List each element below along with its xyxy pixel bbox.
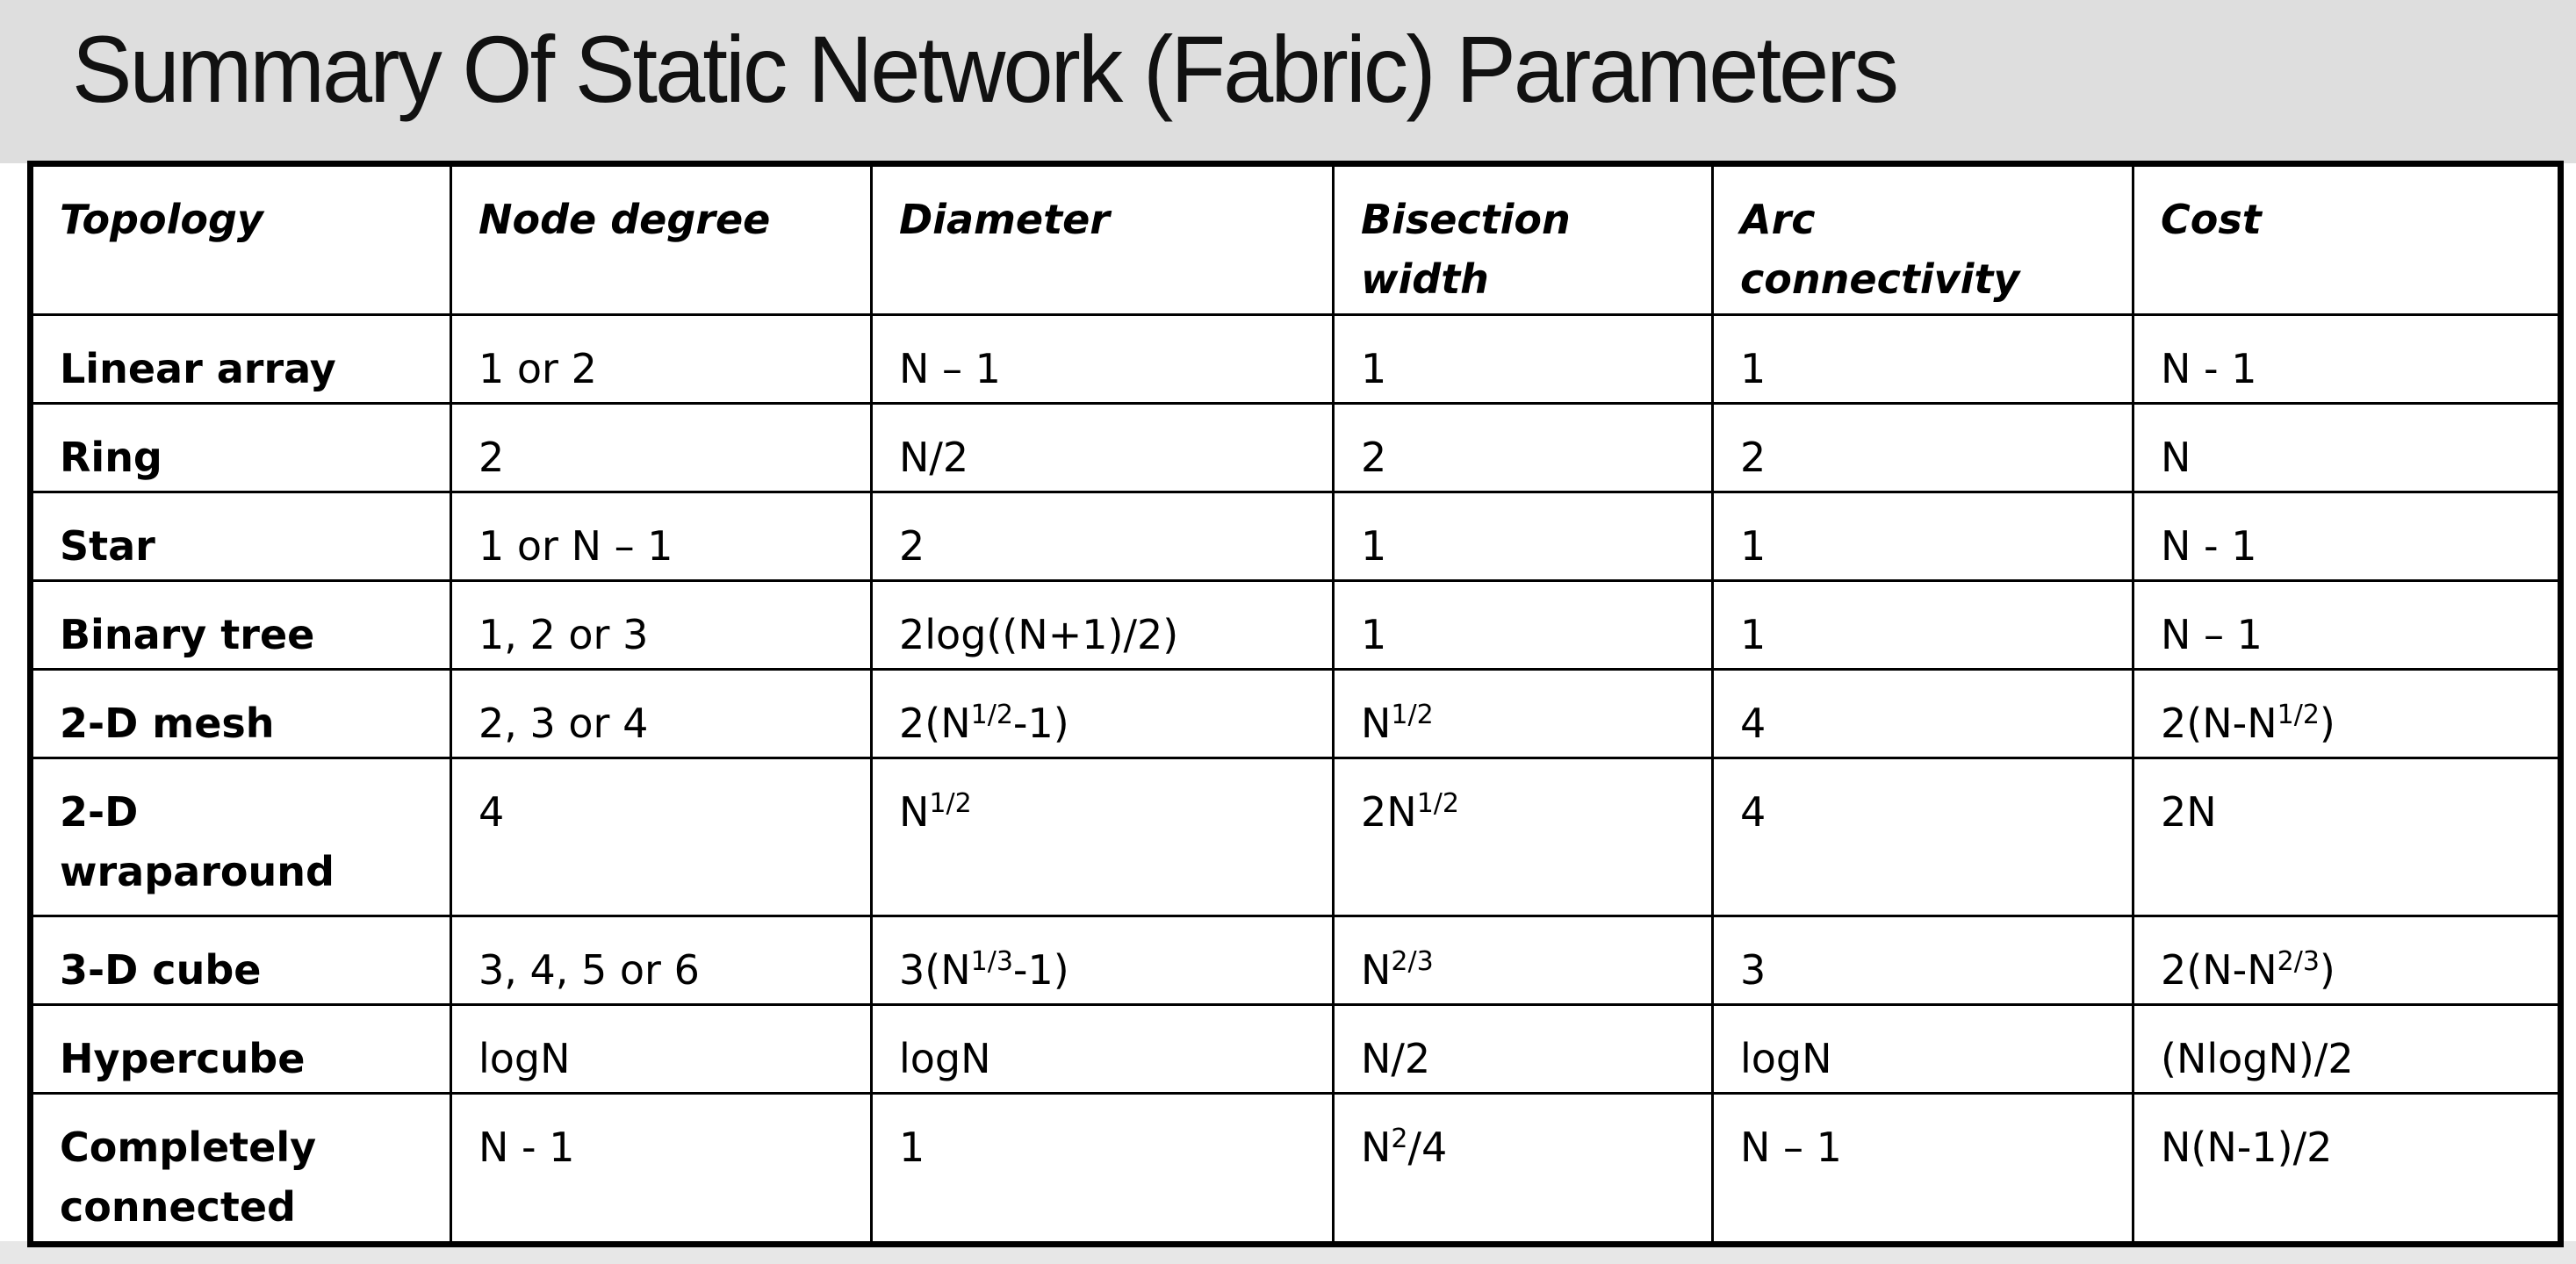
table-cell: N - 1 xyxy=(2132,491,2562,582)
table-cell: 1 xyxy=(1332,491,1714,582)
table-cell: 2 xyxy=(1332,402,1714,493)
table-cell: 2, 3 or 4 xyxy=(450,668,873,759)
header-row: Topology Node degree Diameter Bisection … xyxy=(29,162,2562,316)
table-row: Hypercube logN logN N/2 logN (NlogN)/2 xyxy=(29,1003,2562,1095)
table-row: Linear array 1 or 2 N – 1 1 1 N - 1 xyxy=(29,313,2562,405)
column-header-cost: Cost xyxy=(2132,162,2562,316)
row-header-cell: 2-D mesh xyxy=(29,668,452,759)
table-cell: logN xyxy=(870,1003,1335,1095)
title-bar: Summary Of Static Network (Fabric) Param… xyxy=(0,0,2576,163)
table-cell: 1 xyxy=(1332,579,1714,671)
parameters-table: Topology Node degree Diameter Bisection … xyxy=(27,161,2564,1247)
table-cell: N(N-1)/2 xyxy=(2132,1092,2562,1246)
table-row: Completely connected N - 1 1 N2/4 N – 1 … xyxy=(29,1092,2562,1246)
row-header-cell: 3-D cube xyxy=(29,915,452,1006)
table-cell: N - 1 xyxy=(2132,313,2562,405)
table-cell: N2/4 xyxy=(1332,1092,1714,1246)
table-cell: 4 xyxy=(450,757,873,917)
row-header-cell: Hypercube xyxy=(29,1003,452,1095)
table-cell: 3, 4, 5 or 6 xyxy=(450,915,873,1006)
table-cell: N/2 xyxy=(1332,1003,1714,1095)
table-cell: 1 xyxy=(870,1092,1335,1246)
table-cell: 4 xyxy=(1711,668,2134,759)
table-cell: 1 xyxy=(1711,313,2134,405)
table-cell: N1/2 xyxy=(1332,668,1714,759)
table-row: Ring 2 N/2 2 2 N xyxy=(29,402,2562,493)
table-row: Binary tree 1, 2 or 3 2log((N+1)/2) 1 1 … xyxy=(29,579,2562,671)
table-cell: 1, 2 or 3 xyxy=(450,579,873,671)
column-header-topology: Topology xyxy=(29,162,452,316)
table-cell: 2 xyxy=(450,402,873,493)
table-cell: N2/3 xyxy=(1332,915,1714,1006)
row-header-cell: Star xyxy=(29,491,452,582)
row-header-cell: Binary tree xyxy=(29,579,452,671)
table-cell: 2 xyxy=(870,491,1335,582)
table-cell: 2N xyxy=(2132,757,2562,917)
table-cell: 2(N-N2/3) xyxy=(2132,915,2562,1006)
table-cell: logN xyxy=(450,1003,873,1095)
table-cell: N/2 xyxy=(870,402,1335,493)
table-cell: 1 or N – 1 xyxy=(450,491,873,582)
table-cell: 3(N1/3-1) xyxy=(870,915,1335,1006)
row-header-cell: Linear array xyxy=(29,313,452,405)
column-header-diameter: Diameter xyxy=(870,162,1335,316)
table-cell: 4 xyxy=(1711,757,2134,917)
table-cell: 2(N1/2-1) xyxy=(870,668,1335,759)
table-cell: 2(N-N1/2) xyxy=(2132,668,2562,759)
slide-title: Summary Of Static Network (Fabric) Param… xyxy=(72,16,1899,122)
column-header-bisection-width: Bisection width xyxy=(1332,162,1714,316)
table-cell: N xyxy=(2132,402,2562,493)
table-row: 2-D mesh 2, 3 or 4 2(N1/2-1) N1/2 4 2(N-… xyxy=(29,668,2562,759)
table-cell: 1 xyxy=(1711,491,2134,582)
table-cell: 2 xyxy=(1711,402,2134,493)
row-header-cell: Ring xyxy=(29,402,452,493)
table-cell: logN xyxy=(1711,1003,2134,1095)
table-cell: 2N1/2 xyxy=(1332,757,1714,917)
column-header-arc-connectivity: Arc connectivity xyxy=(1711,162,2134,316)
table-cell: N – 1 xyxy=(2132,579,2562,671)
table-cell: 1 xyxy=(1711,579,2134,671)
table-cell: N - 1 xyxy=(450,1092,873,1246)
table-cell: N1/2 xyxy=(870,757,1335,917)
row-header-cell: Completely connected xyxy=(29,1092,452,1246)
table-row: 2-D wraparound 4 N1/2 2N1/2 4 2N xyxy=(29,757,2562,917)
table-cell: N – 1 xyxy=(870,313,1335,405)
table-row: 3-D cube 3, 4, 5 or 6 3(N1/3-1) N2/3 3 2… xyxy=(29,915,2562,1006)
table-cell: (NlogN)/2 xyxy=(2132,1003,2562,1095)
table-cell: N – 1 xyxy=(1711,1092,2134,1246)
table-row: Star 1 or N – 1 2 1 1 N - 1 xyxy=(29,491,2562,582)
table-cell: 3 xyxy=(1711,915,2134,1006)
table-cell: 1 xyxy=(1332,313,1714,405)
table-cell: 1 or 2 xyxy=(450,313,873,405)
table-cell: 2log((N+1)/2) xyxy=(870,579,1335,671)
row-header-cell: 2-D wraparound xyxy=(29,757,452,917)
column-header-node-degree: Node degree xyxy=(450,162,873,316)
